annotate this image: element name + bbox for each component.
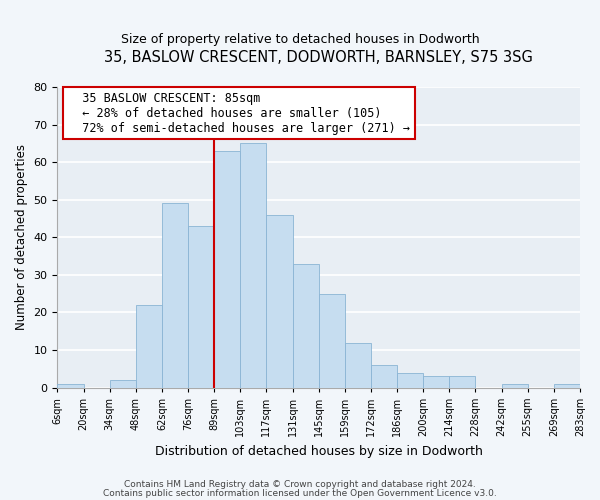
- Text: Size of property relative to detached houses in Dodworth: Size of property relative to detached ho…: [121, 32, 479, 46]
- Bar: [449, 376, 475, 388]
- Text: 35 BASLOW CRESCENT: 85sqm
  ← 28% of detached houses are smaller (105)
  72% of : 35 BASLOW CRESCENT: 85sqm ← 28% of detac…: [68, 92, 410, 134]
- Bar: [241, 144, 266, 388]
- Bar: [554, 384, 580, 388]
- Bar: [319, 294, 345, 388]
- Bar: [371, 365, 397, 388]
- Bar: [162, 204, 188, 388]
- Bar: [58, 384, 83, 388]
- Bar: [214, 151, 241, 388]
- X-axis label: Distribution of detached houses by size in Dodworth: Distribution of detached houses by size …: [155, 444, 482, 458]
- Bar: [502, 384, 528, 388]
- Y-axis label: Number of detached properties: Number of detached properties: [15, 144, 28, 330]
- Bar: [293, 264, 319, 388]
- Text: Contains public sector information licensed under the Open Government Licence v3: Contains public sector information licen…: [103, 489, 497, 498]
- Bar: [110, 380, 136, 388]
- Title: 35, BASLOW CRESCENT, DODWORTH, BARNSLEY, S75 3SG: 35, BASLOW CRESCENT, DODWORTH, BARNSLEY,…: [104, 50, 533, 65]
- Bar: [397, 372, 423, 388]
- Text: Contains HM Land Registry data © Crown copyright and database right 2024.: Contains HM Land Registry data © Crown c…: [124, 480, 476, 489]
- Bar: [423, 376, 449, 388]
- Bar: [345, 342, 371, 388]
- Bar: [266, 215, 293, 388]
- Bar: [136, 305, 162, 388]
- Bar: [188, 226, 214, 388]
